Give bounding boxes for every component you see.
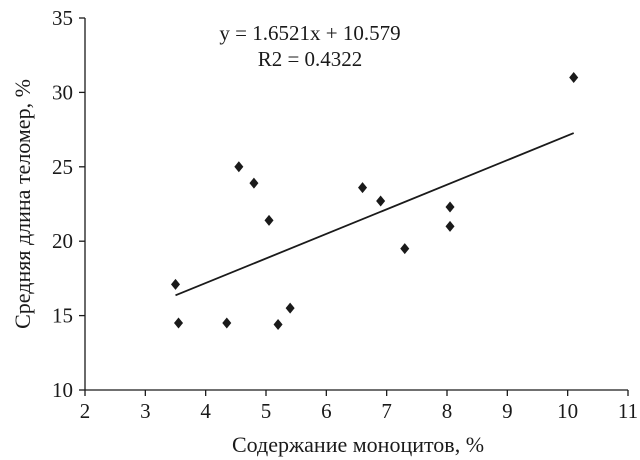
data-point	[174, 317, 184, 329]
data-point	[358, 182, 368, 194]
data-point	[445, 201, 455, 213]
data-point	[376, 195, 386, 207]
r-squared-label: R2 = 0.4322	[258, 47, 363, 71]
x-ticks: 2 3 4 5 6 7 8 9 10 11	[80, 390, 638, 423]
y-tick-label: 35	[52, 6, 73, 30]
y-tick-label: 20	[52, 229, 73, 253]
y-tick-label: 15	[52, 304, 73, 328]
data-point	[445, 220, 455, 232]
x-tick-label: 3	[140, 399, 151, 423]
x-tick-label: 10	[557, 399, 578, 423]
y-axis-title: Средняя длина теломер, %	[10, 79, 35, 329]
x-tick-label: 9	[502, 399, 513, 423]
data-point	[264, 214, 274, 226]
x-tick-label: 4	[200, 399, 211, 423]
x-tick-label: 5	[261, 399, 272, 423]
data-point	[234, 161, 244, 173]
trendline-group	[175, 132, 575, 297]
regression-equation: y = 1.6521x + 10.579	[219, 21, 400, 45]
y-tick-label: 30	[52, 80, 73, 104]
data-point	[273, 319, 283, 331]
x-tick-label: 7	[381, 399, 392, 423]
y-ticks: 10 15 20 25 30 35	[52, 6, 85, 402]
data-point	[569, 72, 579, 84]
data-point	[400, 243, 410, 255]
x-tick-label: 11	[618, 399, 638, 423]
trend-line	[175, 132, 575, 297]
axes	[84, 18, 628, 391]
y-tick-label: 10	[52, 378, 73, 402]
data-point	[170, 278, 181, 290]
x-tick-label: 6	[321, 399, 332, 423]
x-tick-label: 2	[80, 399, 91, 423]
data-point	[285, 302, 295, 314]
x-tick-label: 8	[442, 399, 453, 423]
x-axis-title: Содержание моноцитов, %	[232, 432, 484, 457]
data-points	[170, 72, 579, 331]
y-tick-label: 25	[52, 155, 73, 179]
data-point	[222, 317, 232, 329]
data-point	[249, 177, 259, 189]
